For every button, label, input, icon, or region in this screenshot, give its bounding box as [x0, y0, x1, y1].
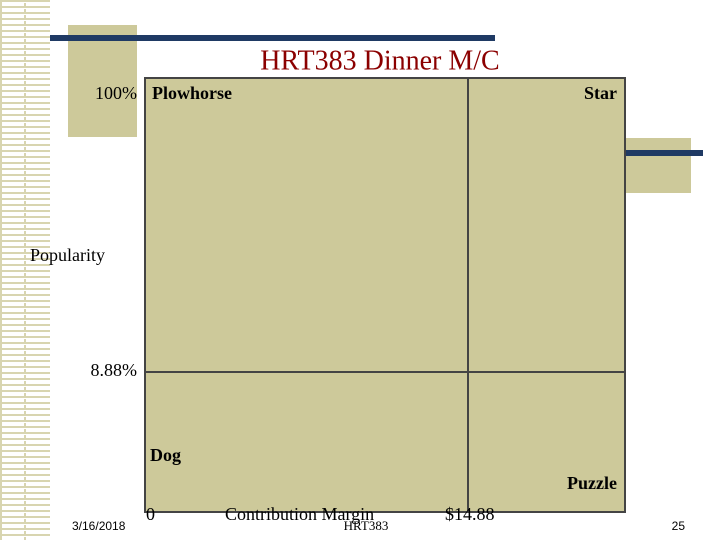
- quadrant-label: Star: [584, 83, 617, 103]
- footer-date: 3/16/2018: [72, 519, 126, 533]
- y-top-label: 100%: [95, 83, 137, 103]
- accent-line: [50, 35, 495, 41]
- y-mid-label: 8.88%: [91, 360, 138, 380]
- accent-block: [68, 25, 137, 137]
- y-axis-label: Popularity: [30, 245, 105, 265]
- slide-title: HRT383 Dinner M/C: [260, 45, 499, 76]
- quadrant-label: Puzzle: [567, 473, 617, 493]
- accent-block: [625, 138, 691, 193]
- matrix-box: [144, 77, 626, 513]
- x-start-label: 0: [146, 504, 155, 524]
- footer-center: HRT383: [344, 518, 389, 533]
- quadrant-label: Plowhorse: [152, 83, 232, 103]
- quadrant-label: Dog: [150, 445, 181, 465]
- x-mid-label: $14.88: [445, 504, 495, 524]
- stripe-band: [0, 0, 50, 540]
- accent-line: [625, 150, 703, 156]
- x-axis-label: Contribution Margin: [225, 504, 374, 524]
- page-number: 25: [672, 519, 686, 533]
